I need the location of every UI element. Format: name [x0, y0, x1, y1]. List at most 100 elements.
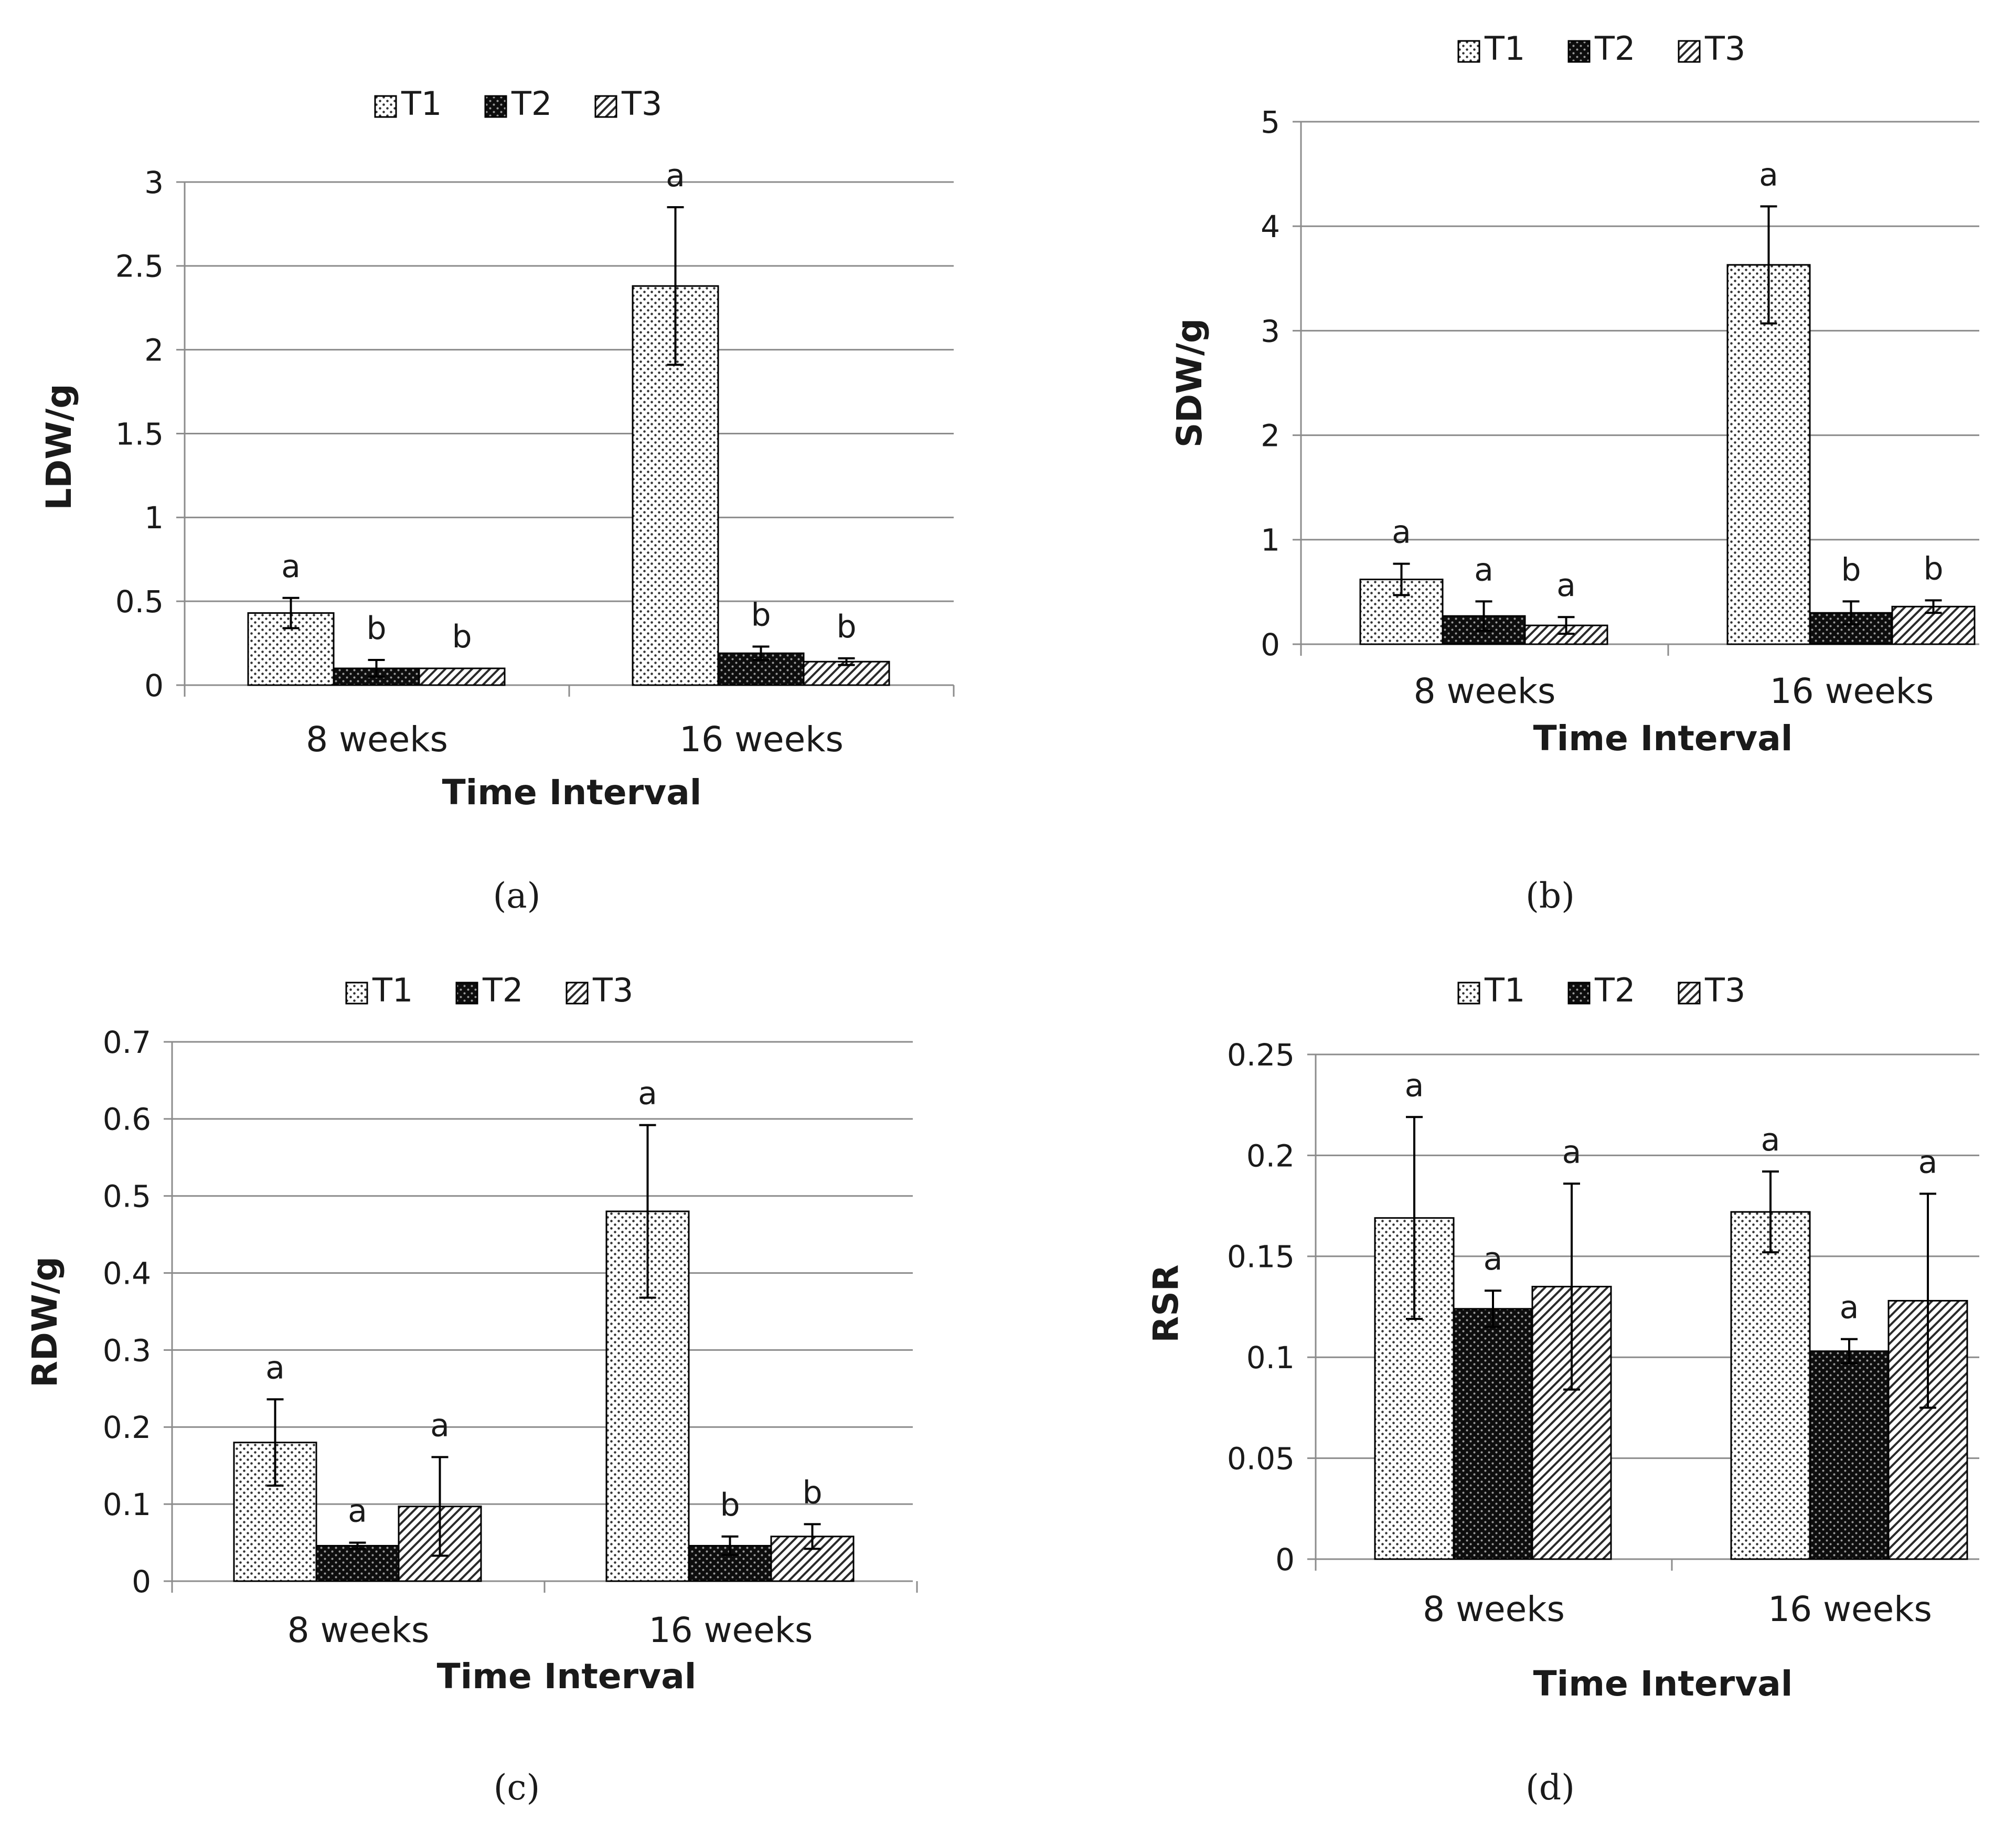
- x-category-label: 8 weeks: [306, 719, 448, 760]
- significance-letter: b: [1923, 550, 1943, 587]
- panel-d-x-axis-label: Time Interval: [1533, 1664, 1793, 1704]
- bar-t1-16-weeks: [1730, 1211, 1811, 1560]
- panel-b: a a a b a b 0 1 2 3 4 5 8 weeks 16 weeks T1 T2 T3 SDW/…: [1169, 29, 1979, 916]
- legend-swatch-t1: [1457, 40, 1480, 63]
- y-tick-label: 5: [1261, 104, 1280, 140]
- panel-c-caption: (c): [494, 1767, 540, 1808]
- y-tick-label: 0.25: [1227, 1037, 1295, 1073]
- y-tick-label: 3: [1261, 313, 1280, 349]
- panel-a: a a b b b b 0 0.5 1 1.5 2 2.5 3 8 weeks 16 weeks T1 T2…: [39, 84, 955, 916]
- legend-label-t1: T1: [401, 84, 442, 123]
- significance-letter: a: [1556, 567, 1576, 604]
- legend-swatch-t2: [1567, 982, 1591, 1005]
- panel-b-caption: (b): [1526, 876, 1575, 916]
- legend-label-t2: T2: [482, 971, 523, 1009]
- bar-t3-8-weeks: [418, 667, 506, 686]
- significance-letter: a: [1474, 551, 1494, 588]
- y-tick-label: 0: [144, 668, 164, 703]
- significance-letter: a: [1918, 1144, 1938, 1181]
- legend-swatch-t3: [1678, 40, 1701, 63]
- panel-a-legend: T1 T2 T3: [374, 84, 662, 123]
- y-tick-label: 0: [132, 1564, 151, 1600]
- y-tick-label: 0.1: [1246, 1340, 1295, 1376]
- panel-b-grid: [1301, 121, 1979, 541]
- y-tick-label: 0.15: [1227, 1239, 1295, 1275]
- panel-c-ticks: 0 0.1 0.2 0.3 0.4 0.5 0.6 0.7 8 weeks 16 weeks: [103, 1025, 813, 1650]
- legend-swatch-t2: [455, 982, 478, 1005]
- bar-t1-16-weeks: [1726, 264, 1811, 645]
- y-tick-label: 0: [1261, 627, 1280, 663]
- panel-b-ticks: 0 1 2 3 4 5 8 weeks 16 weeks: [1261, 104, 1934, 711]
- y-tick-label: 1: [1261, 523, 1280, 558]
- panel-a-y-axis-label: LDW/g: [39, 384, 79, 510]
- panel-d: a a a a a a 0 0.05 0.1 0.15 0.2 0.25 8 weeks 16 week…: [1146, 971, 1979, 1808]
- panel-a-grid: [185, 181, 954, 602]
- significance-letter: b: [802, 1474, 822, 1511]
- significance-letter: b: [1841, 551, 1861, 588]
- bar-t2-8-weeks: [315, 1544, 400, 1582]
- legend-swatch-t3: [566, 982, 589, 1005]
- legend-label-t2: T2: [511, 84, 552, 123]
- significance-letter: a: [666, 157, 685, 194]
- significance-letter: a: [430, 1408, 450, 1444]
- significance-letter: a: [638, 1075, 657, 1112]
- panel-c-x-axis-label: Time Interval: [437, 1656, 697, 1697]
- significance-letter: a: [1484, 1241, 1503, 1277]
- legend-label-t2: T2: [1594, 29, 1635, 68]
- legend-swatch-t1: [1457, 982, 1480, 1005]
- x-category-label: 8 weeks: [1423, 1589, 1565, 1629]
- legend-label-t1: T1: [1484, 29, 1525, 68]
- significance-letter: a: [1759, 156, 1778, 193]
- y-tick-label: 0.3: [103, 1332, 151, 1368]
- panel-b-legend: T1 T2 T3: [1457, 29, 1745, 68]
- legend-label-t3: T3: [1704, 971, 1745, 1009]
- panel-c-y-axis-label: RDW/g: [25, 1256, 65, 1388]
- x-category-label: 8 weeks: [287, 1610, 430, 1650]
- y-tick-label: 0.5: [103, 1179, 151, 1214]
- panel-b-y-axis-label: SDW/g: [1169, 318, 1210, 447]
- y-tick-label: 2: [144, 333, 164, 368]
- y-tick-label: 2.5: [115, 249, 164, 284]
- legend-swatch-t1: [345, 982, 368, 1005]
- panel-c-legend: T1 T2 T3: [345, 971, 633, 1009]
- legend-label-t1: T1: [372, 971, 413, 1009]
- significance-letter: a: [265, 1349, 285, 1386]
- y-tick-label: 0.2: [1246, 1138, 1295, 1174]
- y-tick-label: 0.05: [1227, 1441, 1295, 1476]
- significance-letter: a: [348, 1493, 367, 1530]
- legend-swatch-t1: [374, 95, 397, 118]
- legend-label-t3: T3: [621, 84, 662, 123]
- panel-c-grid: [172, 1041, 913, 1505]
- x-category-label: 8 weeks: [1414, 671, 1556, 711]
- panel-a-ticks: 0 0.5 1 1.5 2 2.5 3 8 weeks 16 weeks: [115, 165, 844, 760]
- panel-c: a a a b a b 0 0.1 0.2 0.3 0.4 0.5 0.6 0.7 8 weeks 16 w…: [25, 971, 918, 1808]
- significance-letter: a: [1562, 1134, 1582, 1170]
- x-category-label: 16 weeks: [679, 719, 844, 760]
- legend-label-t2: T2: [1594, 971, 1635, 1009]
- panel-b-x-axis-label: Time Interval: [1533, 718, 1793, 759]
- x-category-label: 16 weeks: [649, 1610, 813, 1650]
- panel-d-caption: (d): [1526, 1767, 1575, 1808]
- significance-letter: a: [1761, 1122, 1780, 1158]
- y-tick-label: 0.7: [103, 1025, 151, 1060]
- bar-t2-16-weeks: [1809, 1350, 1890, 1560]
- significance-letter: b: [366, 610, 386, 647]
- panel-a-caption: (a): [493, 876, 541, 916]
- significance-letter: a: [1405, 1067, 1424, 1104]
- panel-d-legend: T1 T2 T3: [1457, 971, 1745, 1009]
- significance-letter: b: [836, 609, 856, 645]
- significance-letter: b: [452, 619, 472, 655]
- panel-c-bars: a a a b a b: [233, 1075, 855, 1582]
- significance-letter: a: [1392, 514, 1411, 551]
- panel-d-y-axis-label: RSR: [1146, 1264, 1186, 1342]
- y-tick-label: 4: [1261, 209, 1280, 244]
- y-tick-label: 0.4: [103, 1255, 151, 1291]
- y-tick-label: 0.5: [115, 584, 164, 620]
- y-tick-label: 0: [1275, 1542, 1295, 1577]
- significance-letter: b: [720, 1487, 740, 1523]
- legend-swatch-t2: [1567, 40, 1591, 63]
- panel-b-bars: a a a b a b: [1359, 156, 1976, 645]
- panel-a-bars: a a b b b b: [247, 157, 890, 686]
- x-category-label: 16 weeks: [1768, 1589, 1932, 1629]
